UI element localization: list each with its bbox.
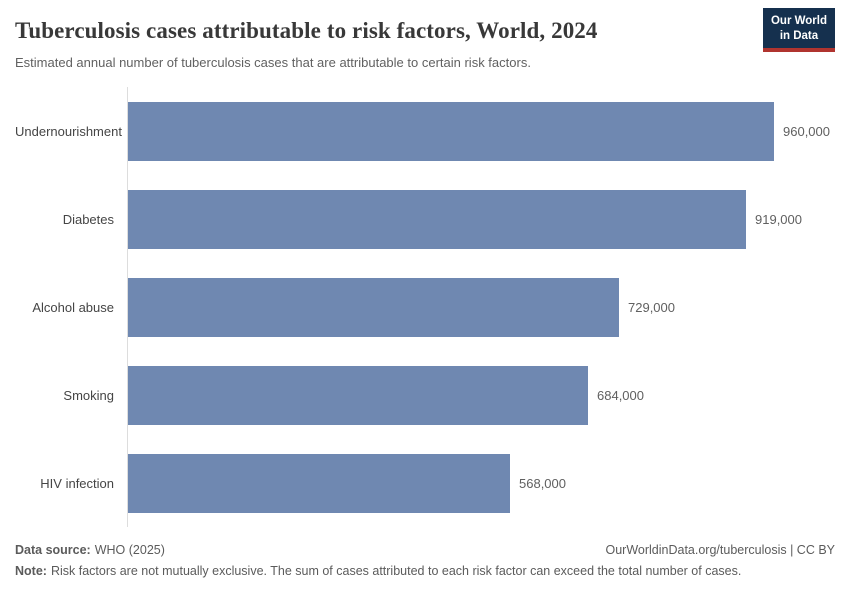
page-title: Tuberculosis cases attributable to risk … — [15, 18, 598, 43]
owid-logo[interactable]: Our World in Data — [762, 8, 835, 52]
y-axis-line — [127, 87, 128, 528]
value-label-hiv-infection: 568,000 — [519, 475, 566, 491]
chart-header: Tuberculosis cases attributable to risk … — [0, 0, 850, 71]
value-label-smoking: 684,000 — [597, 387, 644, 403]
chart-row-alcohol-abuse: Alcohol abuse 729,000 — [15, 263, 835, 351]
data-source-label: Data source: — [15, 543, 91, 558]
note-text: Risk factors are not mutually exclusive.… — [50, 564, 742, 579]
chart-footer: Data source: WHO (2025) OurWorldinData.or… — [15, 543, 835, 579]
bar-area-smoking: 684,000 — [127, 365, 835, 425]
chart-row-hiv-infection: HIV infection 568,000 — [15, 439, 835, 527]
category-label-undernourishment: Undernourishment — [15, 123, 122, 139]
footer-note: Note: Risk factors are not mutually exclu… — [15, 563, 835, 579]
bar-area-hiv-infection: 568,000 — [127, 453, 835, 513]
owid-logo-line2: in Data — [779, 29, 819, 42]
bar-smoking[interactable] — [128, 365, 588, 425]
bar-area-diabetes: 919,000 — [127, 189, 835, 249]
bar-hiv-infection[interactable] — [128, 453, 510, 513]
data-source: Data source: WHO (2025) — [15, 543, 165, 557]
bar-area-undernourishment: 960,000 — [127, 101, 835, 161]
bar-diabetes[interactable] — [128, 189, 746, 249]
chart-row-undernourishment: Undernourishment 960,000 — [15, 87, 835, 175]
value-label-alcohol-abuse: 729,000 — [628, 299, 675, 315]
owid-logo-line1: Our World — [770, 15, 827, 27]
data-source-value: WHO (2025) — [94, 543, 165, 558]
note-label: Note: — [15, 564, 47, 579]
footer-source-row: Data source: WHO (2025) OurWorldinData.or… — [15, 543, 835, 557]
bar-area-alcohol-abuse: 729,000 — [127, 277, 835, 337]
attribution-link[interactable]: OurWorldinData.org/tuberculosis | CC BY — [605, 543, 836, 558]
bar-alcohol-abuse[interactable] — [128, 277, 619, 337]
chart-row-smoking: Smoking 684,000 — [15, 351, 835, 439]
bar-chart: Undernourishment 960,000 Diabetes 919,000 Al… — [15, 87, 835, 528]
category-label-diabetes: Diabetes — [62, 211, 114, 227]
value-label-diabetes: 919,000 — [755, 211, 802, 227]
chart-subtitle: Estimated annual number of tuberculosis … — [15, 54, 531, 70]
category-label-hiv-infection: HIV infection — [40, 475, 114, 491]
bar-undernourishment[interactable] — [128, 101, 774, 161]
chart-row-diabetes: Diabetes 919,000 — [15, 175, 835, 263]
value-label-undernourishment: 960,000 — [783, 123, 830, 139]
category-label-alcohol-abuse: Alcohol abuse — [32, 299, 114, 315]
category-label-smoking: Smoking — [63, 387, 114, 403]
